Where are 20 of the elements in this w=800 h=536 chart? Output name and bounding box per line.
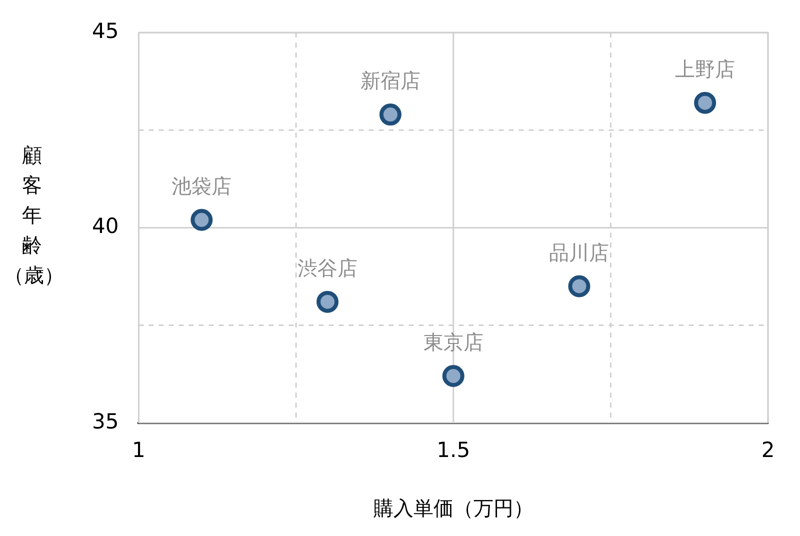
point	[568, 275, 590, 298]
point	[316, 290, 339, 313]
annotation: 東京店	[423, 330, 484, 354]
y-tick-label: 45	[92, 19, 119, 44]
x-axis-title: 購入単価（万円）	[373, 496, 534, 520]
annotation: 上野店	[675, 57, 736, 82]
point	[442, 364, 464, 387]
point	[694, 92, 716, 114]
y-tick-label: 40	[92, 214, 119, 238]
annotation: 新宿店	[360, 68, 420, 93]
x-tick-label: 2	[761, 438, 775, 462]
x-tick-label: 1.5	[436, 438, 470, 462]
point	[379, 104, 402, 126]
annotation: 池袋店	[172, 174, 232, 198]
point	[190, 208, 213, 231]
y-axis-title: 顧客年齢（歳）	[4, 142, 64, 289]
annotation: 品川店	[549, 240, 610, 264]
y-tick-label: 35	[92, 409, 119, 434]
x-tick-label: 1	[132, 438, 146, 462]
annotation: 渋谷店	[298, 256, 358, 280]
